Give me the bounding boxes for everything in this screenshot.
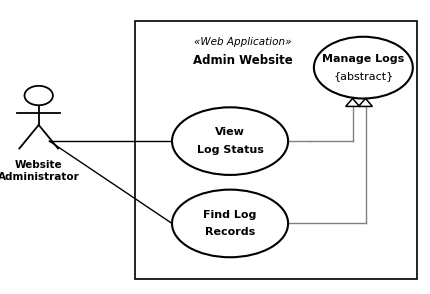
Polygon shape <box>359 98 372 106</box>
Text: Website
Administrator: Website Administrator <box>0 160 80 182</box>
Text: Log Status: Log Status <box>197 145 264 155</box>
Ellipse shape <box>314 37 413 98</box>
Text: Records: Records <box>205 227 255 237</box>
Text: Manage Logs: Manage Logs <box>322 54 405 64</box>
Text: {abstract}: {abstract} <box>333 71 393 81</box>
Text: Find Log: Find Log <box>203 210 257 220</box>
Ellipse shape <box>172 107 288 175</box>
Text: View: View <box>215 127 245 137</box>
Bar <box>135 21 417 279</box>
Ellipse shape <box>172 190 288 257</box>
Text: «Web Application»: «Web Application» <box>194 37 291 47</box>
Polygon shape <box>346 98 359 106</box>
Text: Admin Website: Admin Website <box>193 54 292 67</box>
